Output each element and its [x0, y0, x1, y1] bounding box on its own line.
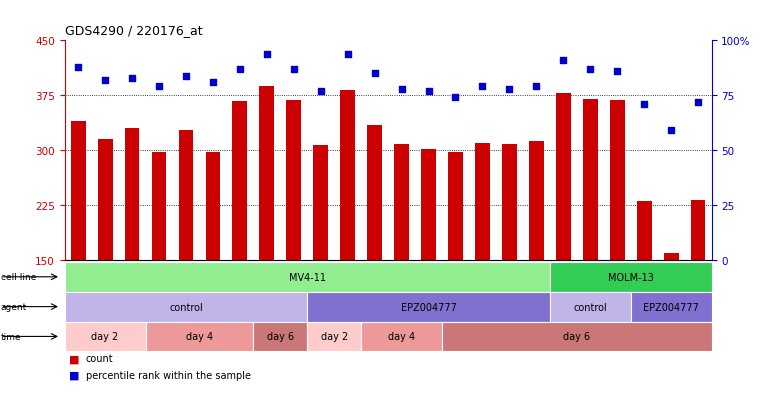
- Bar: [664, 253, 679, 260]
- Bar: [340, 91, 355, 260]
- Bar: [502, 145, 517, 260]
- Text: day 6: day 6: [563, 332, 591, 342]
- Text: day 4: day 4: [388, 332, 416, 342]
- Text: EPZ004777: EPZ004777: [643, 302, 699, 312]
- Bar: [205, 153, 221, 260]
- Point: [638, 102, 650, 108]
- Bar: [286, 101, 301, 260]
- Point: [665, 128, 677, 134]
- Bar: [97, 140, 113, 260]
- Bar: [314, 146, 328, 260]
- Point: [288, 66, 300, 73]
- Bar: [583, 100, 597, 260]
- Bar: [637, 202, 651, 260]
- Text: percentile rank within the sample: percentile rank within the sample: [86, 370, 251, 380]
- Bar: [475, 143, 490, 260]
- Point: [126, 75, 139, 82]
- Point: [207, 80, 219, 86]
- Bar: [232, 102, 247, 260]
- Text: cell line: cell line: [1, 273, 36, 282]
- Bar: [610, 101, 625, 260]
- Text: day 2: day 2: [91, 332, 119, 342]
- Point: [584, 66, 597, 73]
- Text: ■: ■: [68, 354, 79, 363]
- Text: EPZ004777: EPZ004777: [400, 302, 457, 312]
- Text: ■: ■: [68, 370, 79, 380]
- Text: day 2: day 2: [320, 332, 348, 342]
- Text: time: time: [1, 332, 21, 341]
- Text: agent: agent: [1, 302, 27, 311]
- Text: MV4-11: MV4-11: [288, 272, 326, 282]
- Point: [261, 51, 273, 58]
- Bar: [71, 121, 85, 260]
- Point: [692, 99, 704, 106]
- Text: count: count: [86, 354, 113, 363]
- Point: [476, 84, 489, 90]
- Bar: [260, 87, 274, 260]
- Point: [153, 84, 165, 90]
- Bar: [448, 153, 463, 260]
- Text: day 4: day 4: [186, 332, 213, 342]
- Point: [342, 51, 354, 58]
- Bar: [151, 153, 167, 260]
- Text: control: control: [573, 302, 607, 312]
- Bar: [125, 129, 139, 260]
- Point: [422, 88, 435, 95]
- Point: [396, 86, 408, 93]
- Point: [503, 86, 515, 93]
- Bar: [421, 149, 436, 260]
- Bar: [529, 142, 544, 260]
- Text: MOLM-13: MOLM-13: [608, 272, 654, 282]
- Point: [368, 71, 380, 77]
- Point: [314, 88, 326, 95]
- Text: day 6: day 6: [267, 332, 294, 342]
- Point: [557, 58, 569, 64]
- Point: [72, 64, 84, 71]
- Point: [234, 66, 246, 73]
- Text: control: control: [169, 302, 203, 312]
- Point: [99, 77, 111, 84]
- Point: [530, 84, 543, 90]
- Bar: [556, 94, 571, 260]
- Bar: [394, 145, 409, 260]
- Point: [180, 73, 192, 80]
- Point: [611, 69, 623, 75]
- Bar: [691, 200, 705, 260]
- Text: GDS4290 / 220176_at: GDS4290 / 220176_at: [65, 24, 202, 37]
- Point: [450, 95, 462, 102]
- Bar: [368, 125, 382, 260]
- Bar: [179, 131, 193, 260]
